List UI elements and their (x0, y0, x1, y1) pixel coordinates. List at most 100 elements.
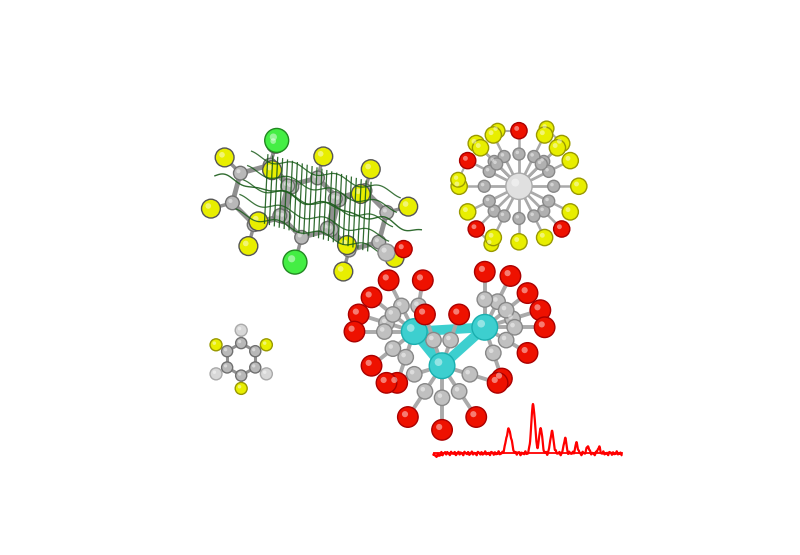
Circle shape (266, 165, 272, 170)
Circle shape (538, 205, 550, 217)
Circle shape (500, 266, 521, 286)
Circle shape (234, 166, 247, 180)
Circle shape (522, 287, 528, 293)
Circle shape (294, 230, 309, 244)
Circle shape (366, 164, 371, 169)
Circle shape (443, 332, 458, 348)
Circle shape (321, 221, 334, 235)
Circle shape (344, 321, 365, 342)
Circle shape (358, 184, 372, 198)
Circle shape (522, 347, 528, 353)
Circle shape (490, 123, 505, 138)
Circle shape (378, 270, 399, 290)
Circle shape (382, 248, 386, 253)
Circle shape (486, 229, 502, 246)
Circle shape (446, 336, 450, 340)
Circle shape (553, 143, 558, 148)
Circle shape (490, 294, 506, 309)
Circle shape (224, 364, 227, 367)
Circle shape (398, 407, 418, 427)
Circle shape (542, 195, 554, 207)
Circle shape (540, 233, 545, 238)
Circle shape (510, 323, 515, 327)
Circle shape (566, 207, 570, 212)
Circle shape (310, 171, 324, 185)
Circle shape (468, 221, 484, 237)
Circle shape (226, 196, 239, 210)
Circle shape (505, 311, 520, 326)
Circle shape (284, 182, 288, 186)
Circle shape (470, 411, 477, 417)
Circle shape (463, 207, 468, 212)
Circle shape (389, 253, 394, 258)
Circle shape (498, 150, 510, 163)
Circle shape (537, 229, 553, 246)
Circle shape (262, 161, 282, 180)
Circle shape (459, 204, 476, 220)
Circle shape (206, 203, 211, 209)
Circle shape (479, 266, 485, 272)
Circle shape (462, 367, 478, 382)
Circle shape (566, 156, 570, 161)
Circle shape (345, 246, 350, 250)
Circle shape (351, 184, 370, 203)
Circle shape (276, 211, 280, 216)
Circle shape (471, 224, 477, 229)
Circle shape (298, 234, 302, 238)
Circle shape (389, 344, 393, 349)
Circle shape (213, 370, 216, 374)
Circle shape (511, 234, 527, 250)
Circle shape (402, 353, 406, 357)
Circle shape (562, 153, 578, 169)
Circle shape (492, 377, 498, 383)
Circle shape (314, 174, 318, 178)
Circle shape (263, 341, 266, 345)
Circle shape (314, 147, 333, 166)
Circle shape (463, 156, 468, 161)
Circle shape (546, 168, 549, 171)
Circle shape (260, 368, 272, 380)
Circle shape (540, 158, 544, 162)
Circle shape (454, 181, 459, 186)
Circle shape (362, 160, 380, 179)
Circle shape (540, 130, 545, 135)
Circle shape (488, 155, 500, 168)
Circle shape (554, 135, 570, 152)
Circle shape (490, 208, 494, 211)
Circle shape (327, 225, 331, 230)
Circle shape (478, 320, 485, 327)
Circle shape (554, 221, 570, 237)
Circle shape (235, 382, 247, 395)
Circle shape (318, 151, 323, 157)
Circle shape (562, 204, 578, 220)
Circle shape (487, 240, 491, 244)
Circle shape (353, 309, 359, 315)
Circle shape (542, 165, 554, 178)
Circle shape (260, 339, 272, 351)
Circle shape (454, 387, 459, 391)
Circle shape (535, 158, 547, 170)
Circle shape (515, 150, 519, 154)
Circle shape (399, 197, 418, 216)
Circle shape (489, 233, 494, 238)
Circle shape (270, 138, 276, 144)
Circle shape (250, 221, 254, 225)
Circle shape (385, 249, 404, 267)
Circle shape (229, 199, 233, 203)
Circle shape (395, 240, 412, 258)
Circle shape (506, 173, 532, 199)
Circle shape (557, 139, 562, 144)
Circle shape (325, 223, 338, 236)
Circle shape (398, 350, 414, 365)
Circle shape (451, 173, 466, 187)
Circle shape (377, 324, 392, 339)
Circle shape (505, 270, 510, 276)
Circle shape (477, 292, 493, 307)
Circle shape (338, 236, 357, 255)
Circle shape (471, 139, 477, 144)
Circle shape (434, 390, 450, 406)
Circle shape (266, 134, 286, 153)
Circle shape (238, 340, 242, 343)
Circle shape (202, 199, 220, 218)
Circle shape (434, 359, 442, 366)
